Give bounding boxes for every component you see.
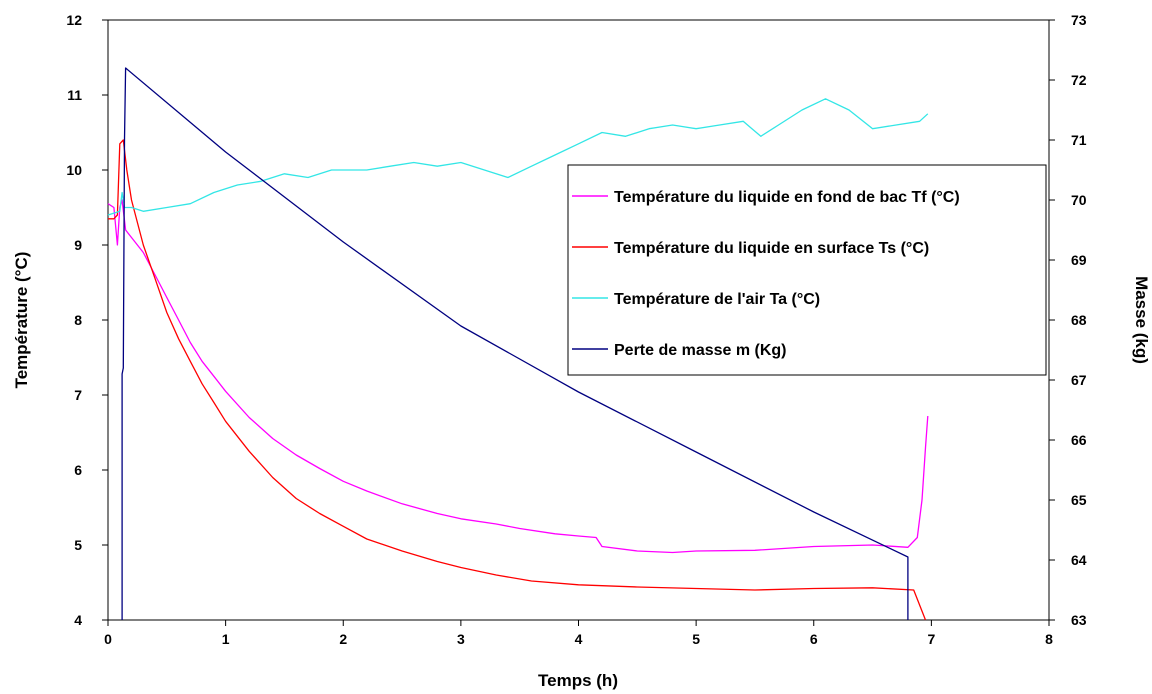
y-tick-label: 10 (66, 162, 82, 178)
y2-tick-label: 70 (1071, 192, 1087, 208)
y2-tick-label: 71 (1071, 132, 1087, 148)
y2-axis-title: Masse (kg) (1132, 276, 1151, 364)
x-tick-label: 6 (810, 631, 818, 647)
y2-tick-label: 63 (1071, 612, 1087, 628)
y2-axis-ticks: 63 64 65 66 67 68 69 70 71 72 73 (1049, 12, 1087, 628)
y-tick-label: 4 (74, 612, 82, 628)
x-axis-ticks: 0 1 2 3 4 5 6 7 8 (104, 620, 1053, 647)
y-tick-label: 12 (66, 12, 82, 28)
y2-tick-label: 68 (1071, 312, 1087, 328)
series-layer (107, 67, 929, 621)
x-tick-label: 0 (104, 631, 112, 647)
legend-entry-label: Perte de masse m (Kg) (614, 342, 787, 359)
y-tick-label: 6 (74, 462, 82, 478)
y2-tick-label: 69 (1071, 252, 1087, 268)
legend: Température du liquide en fond de bac Tf… (567, 164, 1047, 376)
y2-tick-label: 64 (1071, 552, 1087, 568)
legend-entry-label: Température du liquide en fond de bac Tf… (614, 189, 960, 206)
series-line-2 (107, 98, 929, 216)
x-tick-label: 7 (927, 631, 935, 647)
x-tick-label: 4 (575, 631, 583, 647)
x-tick-label: 1 (222, 631, 230, 647)
y2-tick-label: 73 (1071, 12, 1087, 28)
legend-entry-label: Température de l'air Ta (°C) (614, 291, 820, 308)
y-axis-ticks: 4 5 6 7 8 9 10 11 12 (66, 12, 108, 628)
y-tick-label: 11 (67, 87, 82, 103)
x-tick-label: 5 (692, 631, 700, 647)
legend-entry-label: Température du liquide en surface Ts (°C… (614, 240, 929, 257)
x-tick-label: 2 (339, 631, 347, 647)
series-line-3 (121, 67, 909, 620)
series-line-1 (108, 139, 927, 621)
series-line-0 (107, 199, 929, 554)
y-axis-title: Température (°C) (12, 252, 31, 389)
y-tick-label: 8 (74, 312, 82, 328)
y-tick-label: 5 (74, 537, 82, 553)
y2-tick-label: 72 (1071, 72, 1087, 88)
x-axis-title: Temps (h) (538, 671, 618, 690)
y2-tick-label: 67 (1071, 372, 1087, 388)
x-tick-label: 3 (457, 631, 465, 647)
y-tick-label: 7 (74, 387, 82, 403)
y2-tick-label: 65 (1071, 492, 1087, 508)
y-tick-label: 9 (74, 237, 82, 253)
y2-tick-label: 66 (1071, 432, 1087, 448)
legend-box (567, 164, 1047, 376)
x-tick-label: 8 (1045, 631, 1053, 647)
